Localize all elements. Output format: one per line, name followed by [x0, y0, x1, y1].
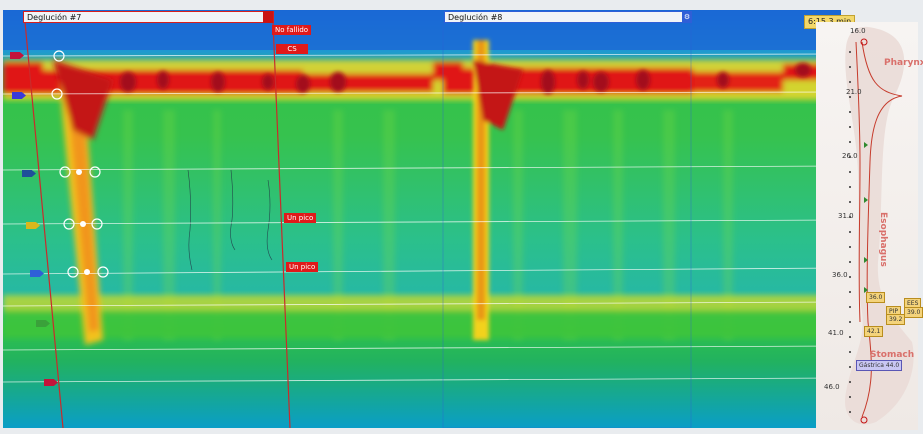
- position-label-21: 21.0: [846, 88, 862, 96]
- marker-tag-gastric[interactable]: Gástrica 44.0: [856, 360, 903, 371]
- position-label-26: 26.0: [842, 152, 858, 160]
- marker-tag-les-b[interactable]: 42.1: [864, 326, 884, 337]
- sensor-flag-4[interactable]: [26, 222, 40, 229]
- sensor-flag-6[interactable]: [36, 320, 50, 327]
- position-label-36: 36.0: [832, 271, 848, 279]
- marker-tag-ees-value[interactable]: 39.0: [904, 307, 923, 318]
- cursor-crosshairs: [76, 169, 90, 275]
- swallow-8-settings-button[interactable]: ⚙: [682, 11, 692, 23]
- sensor-flag-7[interactable]: [44, 379, 58, 386]
- annotation-cs[interactable]: CS: [276, 44, 308, 54]
- marker-tag-pip-value[interactable]: 39.2: [886, 314, 906, 325]
- sensor-flag-5[interactable]: [30, 270, 44, 277]
- marker-tag-les-a[interactable]: 36.0: [866, 292, 886, 303]
- pressure-topography-plot[interactable]: [3, 10, 841, 428]
- swallow8-contraction: [473, 40, 523, 340]
- sensor-lines: [3, 53, 841, 383]
- position-label-46: 46.0: [824, 383, 840, 391]
- annotation-un-pico-1[interactable]: Un pico: [284, 213, 317, 223]
- swallow7-contraction: [53, 60, 113, 345]
- lower-band: [3, 295, 841, 338]
- organ-label-esophagus: Esophagus: [878, 212, 888, 267]
- sweep-lines: [24, 21, 291, 428]
- sensor-flag-2[interactable]: [12, 92, 26, 99]
- sensor-flag-1[interactable]: [10, 52, 24, 59]
- sensor-flag-3[interactable]: [22, 170, 36, 177]
- cursor-handles[interactable]: [51, 50, 109, 278]
- position-label-16: 16.0: [850, 27, 866, 35]
- swallow-7-close-button[interactable]: [263, 11, 273, 23]
- annotation-un-pico-2[interactable]: Un pico: [286, 262, 319, 272]
- esophagus-diagram-panel[interactable]: 16.0 21.0 26.0 31.0 36.0 41.0 46.0 Phary…: [816, 22, 923, 430]
- contour-lines: [187, 169, 273, 271]
- pressure-heatmap: [3, 10, 841, 428]
- position-label-41: 41.0: [828, 329, 844, 337]
- annotation-no-fallido[interactable]: No fallido: [272, 25, 312, 35]
- position-label-31: 31.0: [838, 212, 854, 220]
- organ-label-stomach: Stomach: [870, 350, 915, 360]
- swallow-7-tab[interactable]: Deglución #7: [23, 11, 274, 23]
- organ-label-pharynx: Pharynx: [884, 58, 923, 68]
- ues-peaks: [120, 63, 811, 94]
- swallow-8-tab[interactable]: Deglución #8: [444, 11, 691, 23]
